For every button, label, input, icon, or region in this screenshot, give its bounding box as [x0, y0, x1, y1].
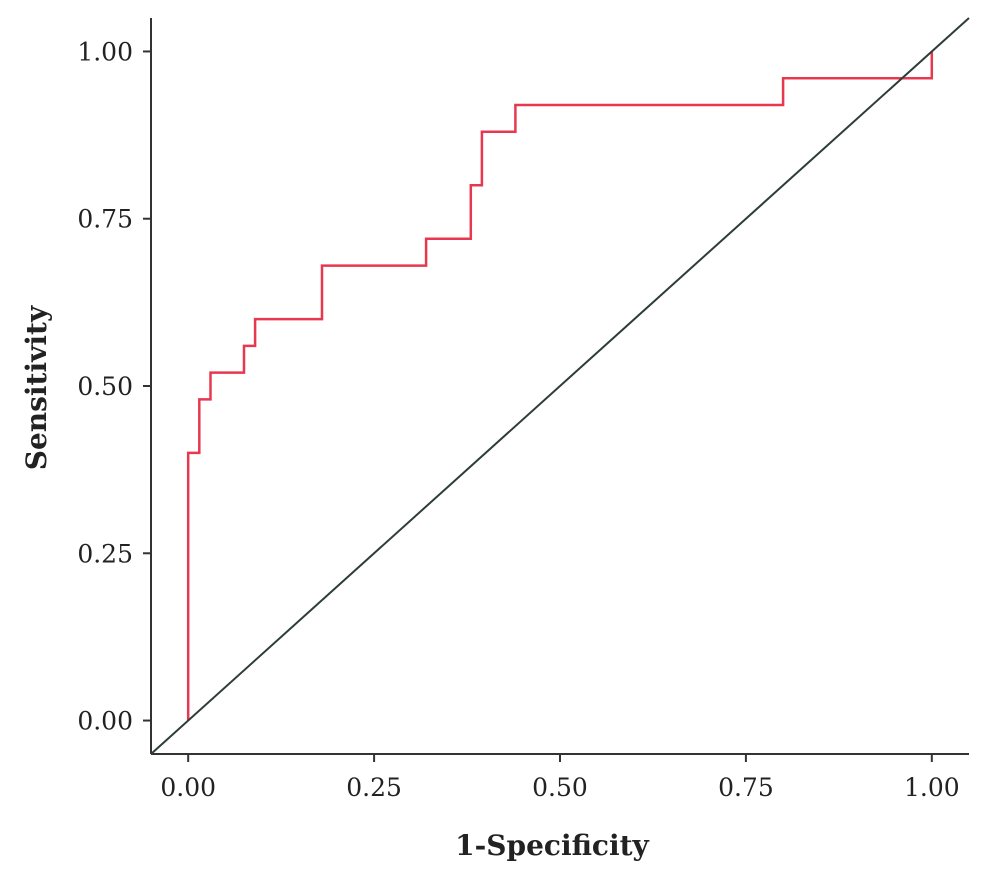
x-ticks: 0.00 0.25 0.50 0.75 1.00 — [160, 754, 960, 802]
y-tick-label: 1.00 — [77, 37, 133, 66]
y-tick-label: 0.75 — [77, 205, 133, 234]
x-tick-label: 0.00 — [160, 773, 216, 802]
x-tick-label: 0.25 — [346, 773, 402, 802]
x-tick-label: 1.00 — [904, 773, 960, 802]
x-tick-label: 0.75 — [718, 773, 774, 802]
y-tick-label: 0.00 — [77, 707, 133, 736]
x-tick-label: 0.50 — [532, 773, 588, 802]
series-layer — [150, 17, 970, 755]
roc-curve-line — [186, 51, 934, 721]
y-tick-label: 0.50 — [77, 372, 133, 401]
x-axis-title: 1-Specificity — [455, 829, 649, 862]
reference-diagonal-line — [150, 17, 970, 755]
y-axis-title: Sensitivity — [20, 305, 53, 470]
y-ticks: 0.00 0.25 0.50 0.75 1.00 — [77, 37, 151, 736]
y-tick-label: 0.25 — [77, 539, 133, 568]
